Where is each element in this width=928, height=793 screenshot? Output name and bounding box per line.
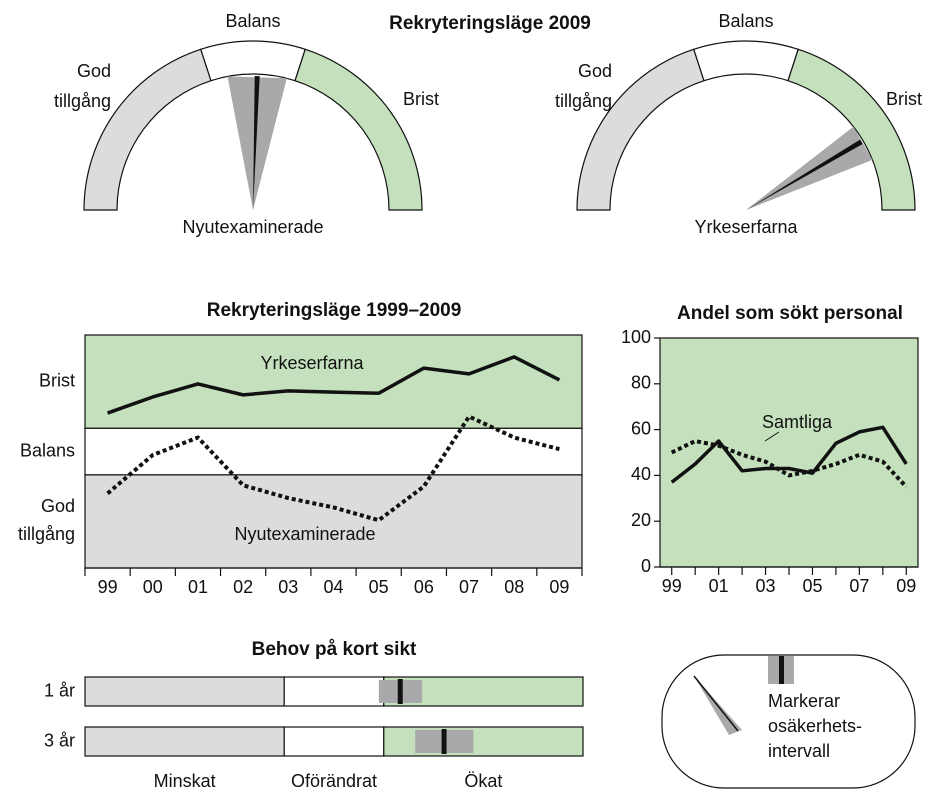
legend-text: Markerar: [768, 691, 840, 711]
band-label: tillgång: [54, 91, 111, 111]
value-marker: [397, 679, 403, 704]
gauge-name: Yrkeserfarna: [694, 217, 798, 237]
y-tick-label: 80: [631, 373, 651, 393]
series-line: [670, 425, 908, 484]
y-tick-label: 60: [631, 418, 651, 438]
x-tick-label: 09: [896, 576, 916, 596]
band: [84, 726, 285, 757]
x-tick-label: 09: [549, 577, 569, 597]
y-tick-label: 20: [631, 510, 651, 530]
x-tick-label: 99: [662, 576, 682, 596]
x-tick-label: 01: [709, 576, 729, 596]
band-label: tillgång: [555, 91, 612, 111]
needle: [253, 75, 260, 210]
band-label: Oförändrat: [291, 771, 377, 791]
legend-frame: [661, 654, 916, 789]
gauge-band: [200, 40, 306, 82]
band-label: God: [41, 496, 75, 516]
band: [84, 474, 583, 569]
band-label: God: [578, 61, 612, 81]
leader-line: [764, 431, 780, 442]
uncertainty-wedge: [746, 126, 873, 210]
x-tick-label: 03: [756, 576, 776, 596]
gauge-band: [693, 40, 799, 82]
legend-text: osäkerhets-: [768, 716, 862, 736]
chart-title: Andel som sökt personal: [677, 303, 903, 324]
series-label: Samtliga: [762, 412, 833, 432]
band-label: Balans: [20, 440, 75, 460]
legend-box: Markerar osäkerhets- intervall: [661, 654, 916, 789]
x-tick-label: 04: [323, 577, 343, 597]
gauge-name: Nyutexaminerade: [182, 217, 323, 237]
row-label: 3 år: [44, 730, 75, 750]
x-tick-label: 99: [98, 577, 118, 597]
band-label: Balans: [718, 11, 773, 31]
band: [283, 726, 385, 757]
band: [283, 676, 385, 707]
x-tick-label: 01: [188, 577, 208, 597]
band: [84, 334, 583, 429]
y-tick-label: 100: [621, 327, 651, 347]
legend-text: intervall: [768, 741, 830, 761]
y-tick-label: 40: [631, 464, 651, 484]
band-label: Brist: [39, 370, 75, 390]
band-label: God: [77, 61, 111, 81]
x-tick-label: 00: [143, 577, 163, 597]
chart-title: Rekryteringsläge 2009: [389, 13, 591, 34]
band-label: Minskat: [154, 771, 216, 791]
band-label: Brist: [403, 89, 439, 109]
x-tick-label: 07: [849, 576, 869, 596]
series-line: [106, 414, 560, 523]
series-line: [107, 355, 561, 415]
x-tick-label: 05: [369, 577, 389, 597]
band-label: tillgång: [18, 524, 75, 544]
band-label: Balans: [225, 11, 280, 31]
gauge-band: [787, 48, 916, 211]
band: [383, 726, 584, 757]
x-tick-label: 06: [414, 577, 434, 597]
legend-needle: [693, 675, 739, 732]
x-tick-label: 05: [802, 576, 822, 596]
chart-title: Rekryteringsläge 1999–2009: [207, 300, 462, 321]
x-tick-label: 02: [233, 577, 253, 597]
band-label: Brist: [886, 89, 922, 109]
x-tick-label: 08: [504, 577, 524, 597]
gauge-band: [294, 48, 423, 211]
needle: [746, 139, 863, 210]
plot-background: [659, 337, 919, 568]
uncertainty-wedge: [227, 76, 287, 210]
value-marker: [441, 729, 447, 754]
y-tick-label: 0: [641, 556, 651, 576]
row-label: 1 år: [44, 680, 75, 700]
series-label: Nyutexaminerade: [234, 524, 375, 544]
band: [84, 676, 285, 707]
band-label: Ökat: [464, 771, 502, 791]
series-label: Yrkeserfarna: [260, 353, 364, 373]
legend-marker: [779, 656, 784, 684]
x-tick-label: 07: [459, 577, 479, 597]
chart-title: Behov på kort sikt: [252, 639, 417, 660]
x-tick-label: 03: [278, 577, 298, 597]
series-line: [670, 439, 908, 489]
